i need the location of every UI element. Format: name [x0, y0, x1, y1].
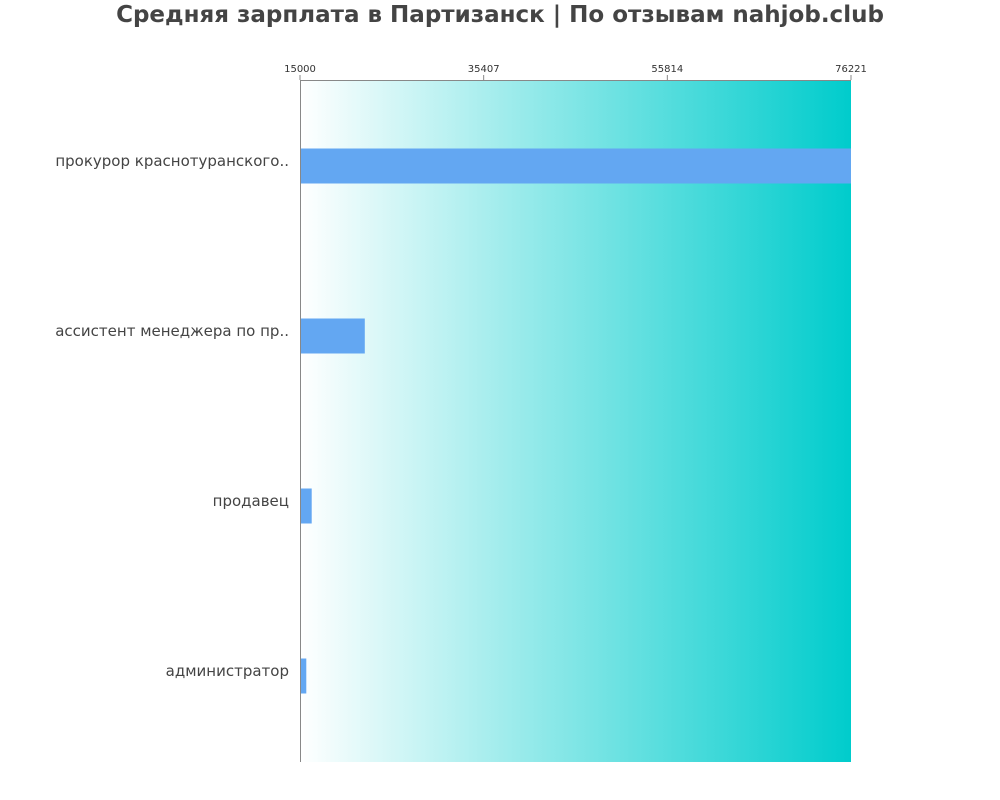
chart-title: Средняя зарплата в Партизанск | По отзыв…: [116, 2, 884, 28]
bars-layer: [301, 148, 851, 694]
x-tick-label: 76221: [835, 64, 867, 75]
category-label: администратор: [166, 662, 289, 680]
bar: [301, 488, 312, 524]
x-tick-label: 15000: [284, 64, 316, 75]
category-label: продавец: [213, 492, 289, 510]
plot-background: [300, 80, 851, 762]
bar: [301, 318, 365, 354]
category-label: прокурор краснотуранского..: [55, 152, 289, 170]
bar: [301, 658, 307, 694]
x-tick-label: 35407: [468, 64, 500, 75]
x-tick-label: 55814: [651, 64, 683, 75]
category-labels: прокурор краснотуранского.. ассистент мен…: [55, 152, 289, 680]
bar: [301, 148, 851, 184]
category-label: ассистент менеджера по пр..: [55, 322, 289, 340]
x-axis-ticks: 15000 35407 55814 76221: [284, 64, 867, 80]
